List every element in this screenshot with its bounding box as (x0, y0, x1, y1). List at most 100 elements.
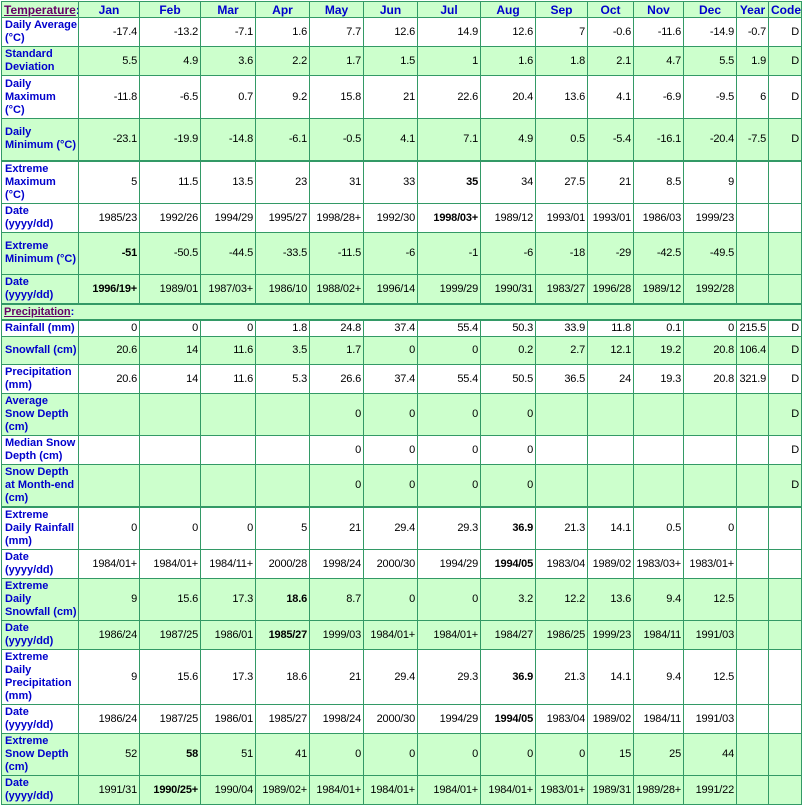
cell-aug: 0 (480, 463, 536, 507)
cell-feb: -19.9 (139, 118, 201, 161)
cell-feb: 0 (139, 505, 201, 550)
cell-may: 26.6 (309, 363, 364, 394)
cell-code: D (768, 392, 802, 436)
cell-year (736, 231, 769, 275)
cell-oct: 1993/01 (587, 202, 634, 233)
cell-code (768, 231, 802, 275)
cell-year (736, 648, 769, 705)
row-label: Daily Minimum (°C) (1, 118, 79, 161)
cell-dec: -14.9 (683, 17, 737, 47)
cell-apr: 1986/10 (255, 273, 310, 304)
cell-dec: 1999/23 (683, 202, 737, 233)
table-row: Date (yyyy/dd) 1985/23 1992/26 1994/29 1995/… (1, 202, 802, 233)
precipitation-link[interactable]: Precipitation (4, 305, 71, 318)
cell-jan: -11.8 (78, 75, 140, 119)
cell-mar: 3.6 (200, 46, 256, 76)
cell-oct: 2.1 (587, 46, 634, 76)
cell-may: -0.5 (309, 118, 364, 161)
cell-apr: 9.2 (255, 75, 310, 119)
cell-code: D (768, 318, 802, 337)
cell-feb: 1987/25 (139, 619, 201, 650)
cell-jun: 29.4 (363, 648, 418, 705)
column-header-code: Code (768, 1, 802, 18)
cell-jun: 0 (363, 577, 418, 621)
cell-may: 0 (309, 434, 364, 465)
cell-apr: 1989/02+ (255, 774, 310, 805)
column-header-dec: Dec (683, 1, 737, 18)
cell-jan: 1984/01+ (78, 548, 140, 579)
cell-nov: 1984/11 (633, 703, 684, 734)
cell-year (736, 505, 769, 550)
cell-dec: 20.8 (683, 363, 737, 394)
column-header-apr: Apr (255, 1, 310, 18)
cell-sep: 21.3 (535, 648, 588, 705)
cell-apr: 23 (255, 159, 310, 204)
cell-jul: 29.3 (417, 505, 481, 550)
cell-aug: 12.6 (480, 17, 536, 47)
cell-oct: 11.8 (587, 318, 634, 337)
row-label: Snowfall (cm) (1, 335, 79, 365)
cell-sep: 27.5 (535, 159, 588, 204)
cell-sep (535, 434, 588, 465)
cell-aug: 1990/31 (480, 273, 536, 304)
cell-sep: 1983/04 (535, 703, 588, 734)
temperature-rows: Daily Average (°C) -17.4 -13.2 -7.1 1.6 7.7 12… (1, 17, 802, 304)
table-row: Extreme Daily Rainfall (mm) 0 0 0 5 21 29.4 29.… (1, 505, 802, 550)
cell-year: 106.4 (736, 335, 769, 365)
cell-jul: 29.3 (417, 648, 481, 705)
cell-aug: 1994/05 (480, 548, 536, 579)
cell-nov: 19.2 (633, 335, 684, 365)
cell-jul: 1 (417, 46, 481, 76)
cell-jul: 1994/29 (417, 548, 481, 579)
cell-sep: 33.9 (535, 318, 588, 337)
cell-oct (587, 434, 634, 465)
cell-jun: 1992/30 (363, 202, 418, 233)
precipitation-section-header: Precipitation: (1, 302, 802, 320)
cell-sep: 1986/25 (535, 619, 588, 650)
row-label: Date (yyyy/dd) (1, 273, 79, 304)
cell-jul: 0 (417, 434, 481, 465)
cell-nov: 1984/11 (633, 619, 684, 650)
cell-jan: 9 (78, 577, 140, 621)
cell-nov: 1983/03+ (633, 548, 684, 579)
cell-dec: -49.5 (683, 231, 737, 275)
cell-nov: -16.1 (633, 118, 684, 161)
colon: : (76, 3, 78, 17)
table-row: Average Snow Depth (cm) 0 0 0 0 D (1, 392, 802, 436)
cell-code (768, 159, 802, 204)
cell-oct: 12.1 (587, 335, 634, 365)
cell-year (736, 463, 769, 507)
cell-mar: 51 (200, 732, 256, 776)
cell-dec (683, 392, 737, 436)
cell-oct: -0.6 (587, 17, 634, 47)
cell-jul: 1984/01+ (417, 619, 481, 650)
cell-oct: 13.6 (587, 577, 634, 621)
cell-code (768, 202, 802, 233)
cell-jan (78, 392, 140, 436)
cell-jun: 1996/14 (363, 273, 418, 304)
row-label: Precipitation (mm) (1, 363, 79, 394)
cell-jul: 1984/01+ (417, 774, 481, 805)
cell-apr: 1985/27 (255, 703, 310, 734)
cell-jan (78, 434, 140, 465)
cell-aug: 1989/12 (480, 202, 536, 233)
cell-may: 21 (309, 505, 364, 550)
cell-year: -0.7 (736, 17, 769, 47)
cell-oct: 14.1 (587, 648, 634, 705)
cell-may: 0 (309, 392, 364, 436)
cell-year (736, 703, 769, 734)
temperature-link[interactable]: Temperature (4, 2, 76, 17)
cell-jan: -23.1 (78, 118, 140, 161)
cell-dec: -9.5 (683, 75, 737, 119)
cell-nov (633, 463, 684, 507)
row-label: Extreme Daily Snowfall (cm) (1, 577, 79, 621)
cell-aug: 0 (480, 732, 536, 776)
cell-sep: 1.8 (535, 46, 588, 76)
cell-feb: 15.6 (139, 577, 201, 621)
row-label: Extreme Daily Precipitation (mm) (1, 648, 79, 705)
cell-jun: -6 (363, 231, 418, 275)
table-row: Snowfall (cm) 20.6 14 11.6 3.5 1.7 0 0 0.2 2.7 12.… (1, 335, 802, 365)
row-label: Rainfall (mm) (1, 318, 79, 337)
cell-oct: 4.1 (587, 75, 634, 119)
cell-jan: 0 (78, 318, 140, 337)
